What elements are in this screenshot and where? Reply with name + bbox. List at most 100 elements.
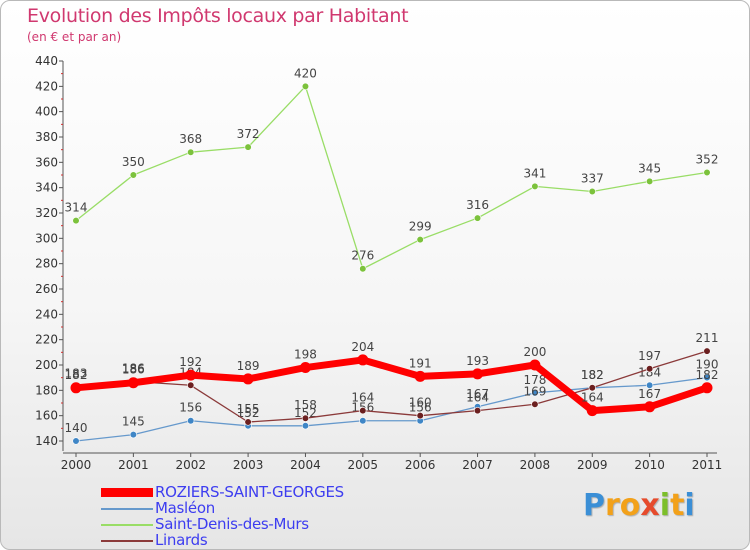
y-tick-label: 360 bbox=[35, 155, 58, 169]
y-tick-label: 200 bbox=[35, 358, 58, 372]
logo-letter: P bbox=[583, 488, 605, 523]
data-label: 140 bbox=[65, 421, 88, 435]
x-tick-label: 2010 bbox=[634, 458, 665, 472]
data-point bbox=[359, 265, 367, 273]
series-line bbox=[72, 356, 711, 415]
data-label: 160 bbox=[409, 396, 432, 410]
y-tick-label: 260 bbox=[35, 282, 58, 296]
data-label: 182 bbox=[65, 368, 88, 382]
proxiti-logo: Proxiti bbox=[583, 488, 695, 523]
logo-letter: r bbox=[605, 488, 620, 523]
data-point bbox=[70, 382, 82, 394]
data-label: 337 bbox=[581, 171, 604, 185]
legend-swatch bbox=[101, 488, 153, 497]
data-label: 145 bbox=[122, 415, 145, 429]
data-point bbox=[244, 143, 252, 151]
logo-letter: o bbox=[619, 488, 641, 523]
data-label: 192 bbox=[179, 355, 202, 369]
data-point bbox=[588, 187, 596, 196]
data-label: 420 bbox=[294, 66, 317, 80]
data-label: 167 bbox=[466, 387, 489, 401]
logo-letter: x bbox=[640, 488, 660, 523]
data-point bbox=[72, 217, 80, 225]
data-label: 156 bbox=[179, 401, 202, 415]
y-tick-label: 280 bbox=[35, 257, 58, 271]
data-point bbox=[301, 82, 310, 90]
x-tick-label: 2004 bbox=[290, 458, 321, 472]
data-label: 350 bbox=[122, 155, 145, 169]
data-point bbox=[72, 437, 80, 445]
x-tick-label: 2005 bbox=[348, 458, 379, 472]
data-label: 299 bbox=[409, 220, 432, 234]
series-line bbox=[75, 85, 708, 270]
data-label: 200 bbox=[523, 345, 546, 359]
data-label: 190 bbox=[696, 358, 719, 372]
legend-label: Masléon bbox=[155, 499, 215, 517]
data-point bbox=[701, 382, 713, 394]
x-tick-label: 2007 bbox=[462, 458, 493, 472]
data-point bbox=[472, 368, 484, 380]
data-label: 352 bbox=[696, 152, 719, 166]
data-point bbox=[531, 389, 539, 397]
data-label: 169 bbox=[523, 384, 546, 398]
data-label: 368 bbox=[179, 132, 202, 146]
data-label: 164 bbox=[466, 391, 489, 405]
data-point bbox=[646, 177, 654, 185]
data-label: 198 bbox=[294, 348, 317, 362]
series-line bbox=[75, 377, 708, 442]
data-label: 167 bbox=[638, 387, 661, 401]
data-point bbox=[129, 431, 137, 439]
data-point bbox=[703, 168, 711, 177]
legend-swatch bbox=[101, 524, 153, 526]
data-label: 197 bbox=[638, 349, 661, 363]
data-point bbox=[416, 236, 424, 244]
data-point bbox=[531, 182, 539, 190]
logo-letter: i bbox=[684, 488, 695, 523]
data-point bbox=[359, 407, 367, 415]
y-tick-label: 400 bbox=[35, 105, 58, 119]
data-point bbox=[531, 400, 539, 408]
data-label: 345 bbox=[638, 161, 661, 175]
data-label: 314 bbox=[65, 201, 88, 215]
y-tick-label: 140 bbox=[35, 434, 58, 448]
data-point bbox=[703, 374, 711, 382]
data-label: 182 bbox=[581, 368, 604, 382]
data-label: 183 bbox=[65, 367, 88, 381]
data-point bbox=[187, 148, 195, 156]
data-point bbox=[301, 422, 310, 430]
data-label: 158 bbox=[294, 398, 317, 412]
data-point bbox=[586, 405, 598, 417]
logo-letter: i bbox=[659, 488, 671, 523]
data-point bbox=[187, 381, 195, 389]
data-label: 182 bbox=[581, 368, 604, 382]
y-tick-label: 340 bbox=[35, 181, 58, 195]
logo-letter: t bbox=[670, 488, 685, 523]
data-point bbox=[416, 412, 424, 420]
data-point bbox=[473, 214, 482, 222]
chart-subtitle: (en € et par an) bbox=[27, 30, 122, 44]
data-label: 191 bbox=[409, 356, 432, 370]
data-point bbox=[299, 362, 311, 374]
data-label: 164 bbox=[351, 391, 374, 405]
y-tick-label: 320 bbox=[35, 206, 58, 220]
data-label: 152 bbox=[294, 406, 317, 420]
data-point bbox=[473, 407, 482, 415]
x-tick-label: 2003 bbox=[233, 458, 264, 472]
data-point bbox=[187, 417, 195, 425]
legend-label: Linards bbox=[155, 531, 208, 549]
data-point bbox=[644, 401, 656, 413]
data-point bbox=[529, 359, 541, 371]
legend-label: Saint-Denis-des-Murs bbox=[155, 515, 309, 533]
data-label: 372 bbox=[237, 127, 260, 141]
x-tick-label: 2008 bbox=[520, 458, 551, 472]
data-label: 164 bbox=[581, 391, 604, 405]
chart-title: Evolution des Impôts locaux par Habitant bbox=[27, 5, 409, 27]
data-point bbox=[185, 369, 197, 381]
y-tick-label: 220 bbox=[35, 333, 58, 347]
data-point bbox=[127, 377, 139, 389]
y-tick-label: 380 bbox=[35, 130, 58, 144]
x-tick-label: 2006 bbox=[405, 458, 436, 472]
data-point bbox=[646, 365, 654, 373]
x-tick-label: 2000 bbox=[61, 458, 92, 472]
